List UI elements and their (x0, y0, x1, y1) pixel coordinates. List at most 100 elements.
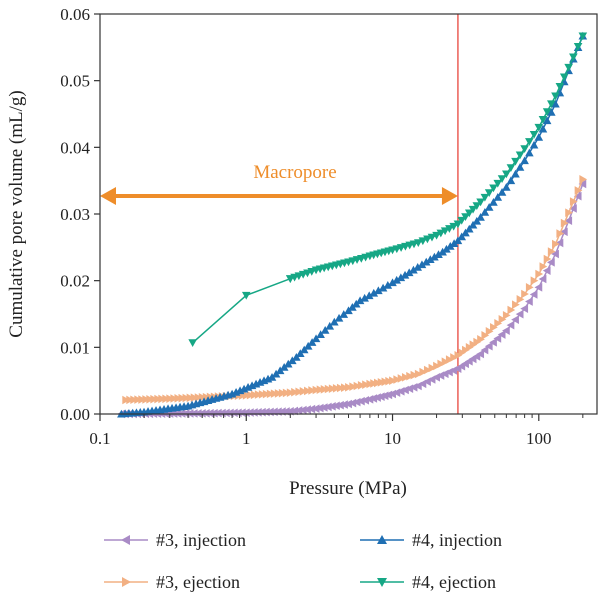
data-point (295, 387, 304, 397)
data-point (578, 179, 587, 189)
data-point (348, 398, 357, 408)
data-point (442, 244, 451, 253)
data-point (552, 239, 560, 249)
data-point (323, 402, 332, 412)
legend-marker (122, 577, 131, 587)
data-point (401, 373, 410, 382)
data-point (461, 228, 470, 237)
data-point (188, 339, 197, 347)
data-point (423, 235, 432, 244)
data-point (535, 269, 544, 279)
data-point (511, 315, 519, 324)
data-point (282, 388, 291, 398)
data-point (525, 283, 534, 292)
legend-item: #4, injection (360, 530, 502, 550)
data-point (578, 32, 588, 41)
data-point (564, 63, 573, 72)
legend-label: #3, ejection (156, 572, 240, 592)
data-point (449, 222, 458, 231)
data-point (209, 408, 218, 418)
data-point (445, 242, 455, 250)
legend-label: #4, injection (412, 530, 502, 550)
data-point (406, 371, 415, 381)
data-point (130, 395, 139, 405)
data-point (453, 236, 463, 245)
data-point (485, 327, 494, 336)
data-point (146, 394, 155, 404)
data-point (538, 274, 547, 284)
data-point (254, 390, 263, 399)
data-point (480, 193, 490, 202)
data-point (267, 373, 277, 381)
data-point (476, 349, 485, 359)
data-point (290, 406, 299, 416)
data-point (383, 281, 393, 289)
data-point (542, 108, 552, 116)
data-point (489, 198, 498, 206)
data-point (417, 260, 427, 269)
data-point (241, 408, 250, 417)
x-tick-label: 10 (384, 429, 401, 448)
data-point (453, 220, 463, 229)
data-point (349, 382, 358, 391)
data-point (434, 250, 443, 258)
series-line (192, 35, 584, 344)
y-tick-label: 0.01 (60, 338, 90, 357)
data-point (543, 254, 552, 264)
data-point (221, 408, 230, 418)
data-point (316, 385, 325, 394)
data-point (520, 156, 529, 165)
data-point (515, 151, 525, 160)
data-point (341, 383, 349, 392)
data-point (428, 363, 437, 373)
data-point (365, 395, 374, 404)
data-point (484, 203, 494, 211)
data-point (197, 409, 206, 418)
data-point (271, 369, 281, 378)
data-point (551, 92, 560, 101)
data-point (361, 395, 370, 405)
data-point (357, 396, 365, 406)
data-point (484, 341, 493, 351)
data-point (316, 330, 325, 338)
data-point (573, 43, 583, 51)
data-point (396, 273, 406, 282)
data-point (262, 389, 271, 399)
series-line (125, 179, 584, 401)
data-point (250, 390, 259, 400)
data-point (373, 393, 381, 402)
data-point (476, 213, 485, 221)
data-point (569, 53, 578, 62)
data-point (374, 286, 383, 295)
data-point (384, 390, 393, 400)
data-point (480, 208, 490, 216)
data-point (556, 229, 565, 238)
data-point (419, 367, 428, 377)
data-point (213, 408, 222, 418)
data-point (547, 247, 556, 256)
legend-item: #3, ejection (104, 572, 240, 592)
data-point (194, 393, 203, 402)
data-point (525, 297, 533, 306)
data-point (481, 331, 490, 340)
x-tick-label: 0.1 (89, 429, 110, 448)
data-point (150, 394, 159, 404)
data-point (364, 291, 374, 300)
data-point (480, 345, 489, 355)
data-point (186, 393, 195, 403)
data-point (410, 370, 419, 380)
data-point (324, 384, 333, 394)
data-point (421, 257, 431, 266)
data-point (502, 326, 510, 335)
data-point (241, 291, 251, 300)
data-point (142, 395, 151, 404)
data-point (190, 393, 199, 402)
data-point (534, 283, 543, 292)
y-tick-label: 0.05 (60, 72, 90, 91)
data-point (546, 108, 556, 116)
data-point (494, 319, 503, 328)
data-point (369, 288, 379, 297)
data-point (464, 209, 474, 218)
data-point (538, 124, 548, 133)
data-point (529, 131, 539, 139)
